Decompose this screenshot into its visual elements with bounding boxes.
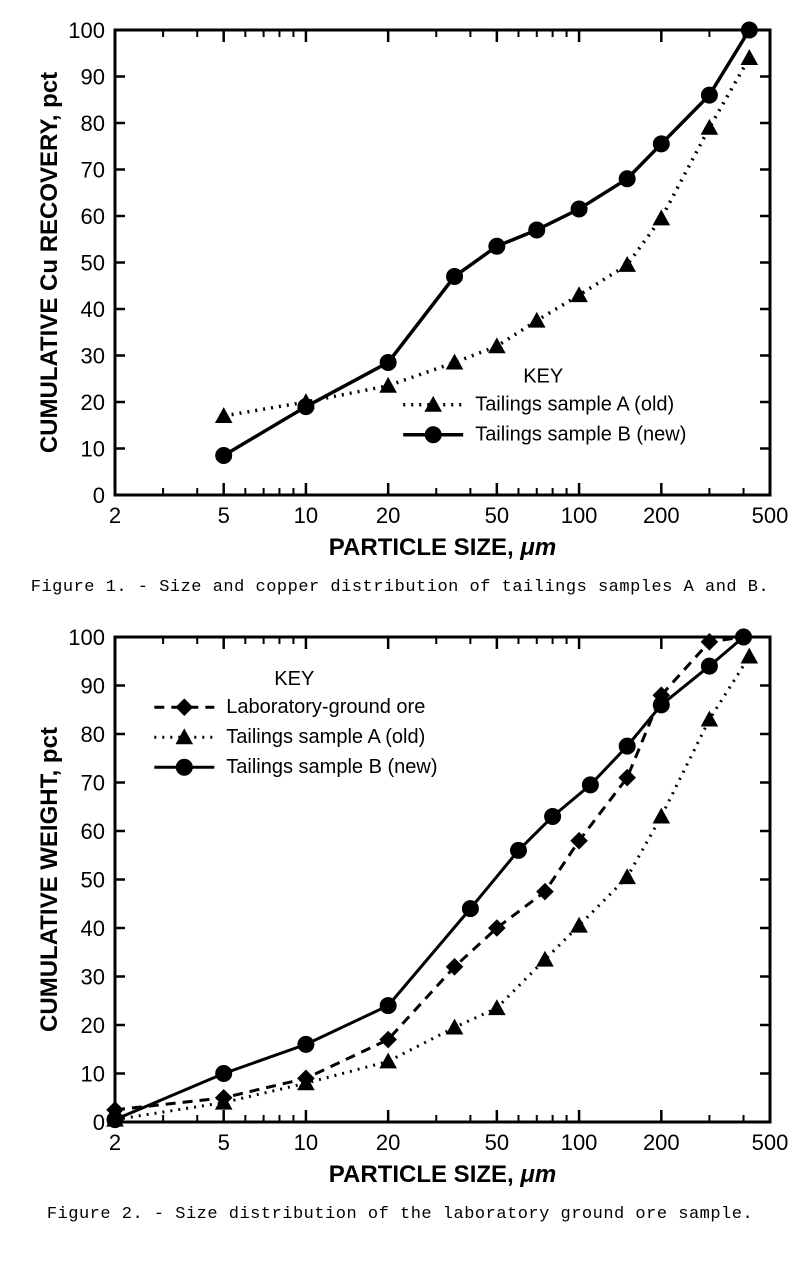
svg-text:PARTICLE SIZE, μm: PARTICLE SIZE, μm — [329, 534, 556, 561]
svg-text:2: 2 — [109, 503, 121, 528]
svg-text:50: 50 — [81, 251, 105, 276]
svg-text:100: 100 — [68, 625, 105, 650]
svg-text:80: 80 — [81, 722, 105, 747]
svg-text:PARTICLE SIZE, μm: PARTICLE SIZE, μm — [329, 1161, 556, 1188]
svg-text:KEY: KEY — [523, 366, 563, 388]
series — [106, 648, 758, 1127]
figure-2-chart: 0 10 20 30 40 50 60 70 80 90 100 2 5 10 20 50 100 200 500 C… — [10, 617, 790, 1197]
svg-text:500: 500 — [752, 503, 789, 528]
series — [215, 49, 758, 423]
svg-text:10: 10 — [81, 1062, 105, 1087]
svg-text:500: 500 — [752, 1130, 789, 1155]
svg-text:80: 80 — [81, 111, 105, 136]
figure-1-chart: 0 10 20 30 40 50 60 70 80 90 100 2 5 10 20 50 100 200 500 C… — [10, 10, 790, 570]
svg-text:100: 100 — [561, 1130, 598, 1155]
svg-text:2: 2 — [109, 1130, 121, 1155]
figure-1: 0 10 20 30 40 50 60 70 80 90 100 2 5 10 20 50 100 200 500 C… — [10, 10, 790, 597]
svg-text:20: 20 — [376, 503, 400, 528]
svg-text:KEY: KEY — [274, 668, 314, 690]
svg-text:Laboratory-ground ore: Laboratory-ground ore — [226, 696, 425, 718]
svg-text:100: 100 — [68, 18, 105, 43]
svg-text:20: 20 — [81, 1013, 105, 1038]
svg-text:Tailings sample B (new): Tailings sample B (new) — [475, 424, 686, 446]
svg-text:50: 50 — [81, 868, 105, 893]
svg-text:40: 40 — [81, 916, 105, 941]
svg-text:90: 90 — [81, 674, 105, 699]
svg-text:20: 20 — [81, 390, 105, 415]
svg-text:30: 30 — [81, 965, 105, 990]
svg-text:200: 200 — [643, 1130, 680, 1155]
figure-2-caption: Figure 2. - Size distribution of the lab… — [10, 1205, 790, 1224]
figure-2: 0 10 20 30 40 50 60 70 80 90 100 2 5 10 20 50 100 200 500 C… — [10, 617, 790, 1224]
svg-text:50: 50 — [485, 1130, 509, 1155]
svg-text:60: 60 — [81, 204, 105, 229]
svg-text:10: 10 — [294, 503, 318, 528]
svg-text:40: 40 — [81, 297, 105, 322]
svg-text:50: 50 — [485, 503, 509, 528]
svg-text:200: 200 — [643, 503, 680, 528]
svg-text:0: 0 — [93, 1110, 105, 1135]
series — [107, 629, 752, 1128]
svg-text:30: 30 — [81, 344, 105, 369]
svg-text:70: 70 — [81, 771, 105, 796]
figure-1-caption: Figure 1. - Size and copper distribution… — [10, 578, 790, 597]
svg-text:90: 90 — [81, 65, 105, 90]
svg-text:Tailings sample B (new): Tailings sample B (new) — [226, 756, 437, 778]
svg-text:10: 10 — [294, 1130, 318, 1155]
svg-text:60: 60 — [81, 819, 105, 844]
svg-text:100: 100 — [561, 503, 598, 528]
svg-text:5: 5 — [218, 503, 230, 528]
svg-text:70: 70 — [81, 158, 105, 183]
svg-text:CUMULATIVE WEIGHT, pct: CUMULATIVE WEIGHT, pct — [36, 727, 63, 1032]
svg-text:5: 5 — [218, 1130, 230, 1155]
svg-text:10: 10 — [81, 437, 105, 462]
svg-text:0: 0 — [93, 483, 105, 508]
svg-text:Tailings sample A (old): Tailings sample A (old) — [475, 394, 674, 416]
svg-text:Tailings sample A (old): Tailings sample A (old) — [226, 726, 425, 748]
svg-text:CUMULATIVE Cu RECOVERY, pct: CUMULATIVE Cu RECOVERY, pct — [36, 72, 63, 453]
svg-text:20: 20 — [376, 1130, 400, 1155]
